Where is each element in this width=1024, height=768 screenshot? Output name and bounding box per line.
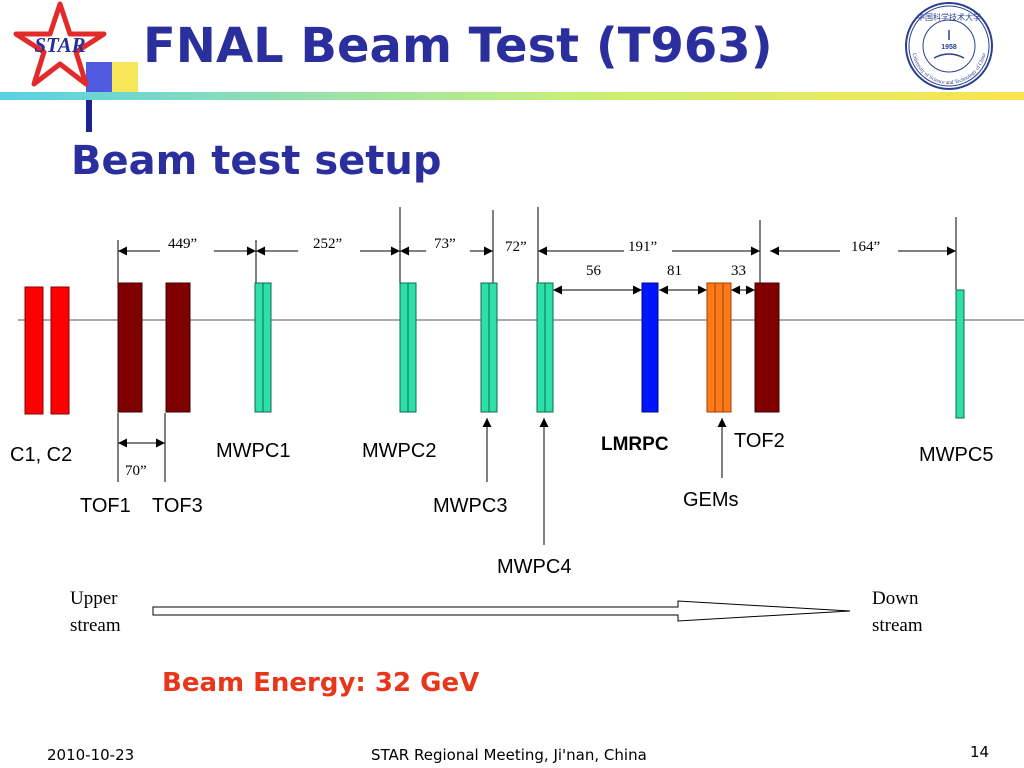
star-logo-text: STAR: [34, 33, 85, 57]
detector-mwpc4-a: [536, 282, 546, 413]
svg-text:中国科学技术大学: 中国科学技术大学: [917, 12, 981, 22]
label-mwpc2: MWPC2: [362, 440, 437, 462]
distance-label-56: 56: [586, 263, 601, 279]
detector-tof2: [754, 282, 780, 413]
distance-label-72: 72”: [505, 239, 527, 255]
label-c1-c2: C1, C2: [10, 444, 73, 466]
detector-mwpc1-a: [254, 282, 264, 413]
label-mwpc5: MWPC5: [919, 444, 994, 466]
page-number: 14: [970, 743, 990, 761]
upstream-line-1: Upper: [70, 588, 118, 609]
slide-subtitle: Beam test setup: [71, 138, 442, 184]
distance-label-191: 191”: [628, 239, 658, 255]
detector-mwpc4-b: [544, 282, 554, 413]
star-logo: STAR: [13, 1, 107, 87]
detector-mwpc2-b: [407, 282, 417, 413]
header-gradient-bar: [0, 92, 1024, 100]
distance-label-164: 164”: [851, 239, 881, 255]
detector-tof1: [117, 282, 143, 413]
downstream-label: Down stream: [872, 585, 923, 639]
upstream-line-2: stream: [70, 615, 121, 636]
label-tof2: TOF2: [734, 430, 785, 452]
university-seal-year: 1958: [941, 44, 957, 51]
detector-tof3: [165, 282, 191, 413]
detector-mwpc1-b: [262, 282, 272, 413]
detector-gem-3: [722, 282, 732, 413]
detector-gem-1: [706, 282, 716, 413]
header-navy-bar: [86, 100, 92, 132]
direction-arrow: [152, 600, 851, 622]
distance-label-33: 33: [731, 263, 746, 279]
detector-gem-2: [714, 282, 724, 413]
university-seal: 中国科学技术大学 University of Science and Techn…: [905, 2, 993, 90]
label-tof3: TOF3: [152, 495, 203, 517]
distance-label-70: 70”: [125, 463, 147, 479]
beamline-diagram: [18, 207, 1024, 545]
distance-label-449: 449”: [168, 236, 198, 252]
counter-c2: [50, 286, 70, 415]
label-mwpc4: MWPC4: [497, 556, 572, 578]
detector-lmrpc: [641, 282, 659, 413]
dimension-arrows: [118, 246, 956, 448]
detector-mwpc2-a: [399, 282, 409, 413]
header-blue-square: [86, 62, 112, 92]
reference-lines: [117, 207, 957, 482]
detector-mwpc3-a: [480, 282, 490, 413]
label-mwpc3: MWPC3: [433, 495, 508, 517]
footer-meeting: STAR Regional Meeting, Ji'nan, China: [371, 746, 647, 764]
distance-label-73: 73”: [434, 236, 456, 252]
footer-date: 2010-10-23: [47, 746, 135, 764]
label-gems: GEMs: [683, 489, 739, 511]
label-lmrpc: LMRPC: [601, 434, 669, 455]
header-yellow-square: [112, 62, 138, 92]
upstream-label: Upper stream: [70, 585, 121, 639]
slide-title: FNAL Beam Test (T963): [143, 18, 773, 74]
detector-mwpc3-b: [488, 282, 498, 413]
distance-label-252: 252”: [313, 236, 343, 252]
pointer-arrows: [482, 418, 727, 545]
distance-label-81: 81: [667, 263, 682, 279]
downstream-line-1: Down: [872, 588, 919, 609]
beam-energy: Beam Energy: 32 GeV: [162, 668, 480, 698]
header-decoration: [0, 62, 1024, 132]
detector-mwpc5: [955, 289, 965, 419]
downstream-line-2: stream: [872, 615, 923, 636]
label-tof1: TOF1: [80, 495, 131, 517]
counter-c1: [24, 286, 44, 415]
detectors: [24, 282, 965, 419]
label-mwpc1: MWPC1: [216, 440, 291, 462]
